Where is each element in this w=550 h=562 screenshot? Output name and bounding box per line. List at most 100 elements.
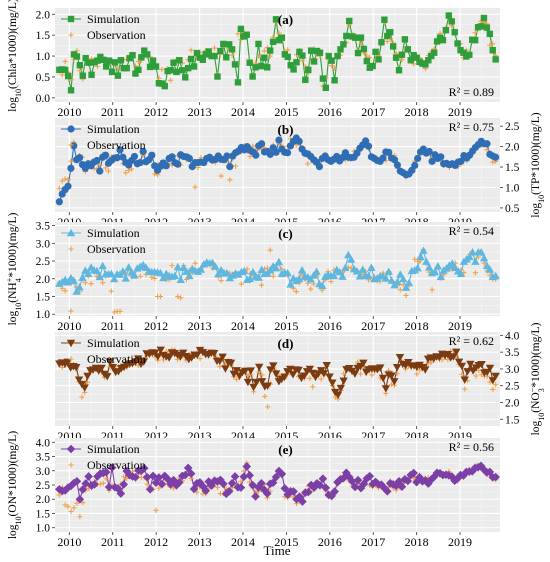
observation-point: [175, 293, 181, 300]
y-tick-label: 1.5: [36, 291, 51, 303]
simulation-point: [468, 247, 477, 256]
simulation-point: [354, 49, 362, 57]
simulation-point: [269, 362, 278, 370]
x-tick-label: 2016: [318, 105, 342, 119]
simulation-point: [173, 68, 180, 76]
x-tick-label: 2015: [274, 319, 298, 333]
observation-point: [369, 372, 375, 378]
simulation-point: [439, 36, 447, 44]
simulation-point: [384, 32, 391, 40]
simulation-point: [284, 149, 292, 157]
simulation-point: [113, 154, 121, 162]
simulation-point: [274, 466, 284, 476]
simulation-point: [257, 378, 267, 386]
simulation-point: [196, 265, 206, 273]
simulation-point: [454, 358, 464, 367]
simulation-point: [302, 76, 309, 84]
simulation-point: [102, 373, 112, 381]
simulation-point: [252, 64, 259, 71]
y-tick-label: 1.0: [36, 309, 51, 321]
simulation-point: [161, 82, 168, 90]
simulation-point: [67, 164, 75, 172]
simulation-point: [274, 257, 284, 266]
y-tick-label: 4.0: [505, 330, 520, 342]
simulation-point: [240, 367, 250, 376]
simulation-point: [346, 17, 353, 25]
simulation-point: [159, 273, 168, 282]
simulation-point: [488, 377, 498, 385]
x-tick-label: 2011: [101, 535, 125, 549]
simulation-point: [448, 18, 455, 25]
simulation-point: [232, 367, 241, 375]
simulation-point: [425, 147, 433, 156]
simulation-point: [107, 269, 116, 277]
observation-point: [192, 260, 198, 266]
observation-point: [267, 53, 273, 59]
simulation-point: [322, 362, 331, 370]
simulation-point: [319, 75, 327, 82]
y-tick-label: 0.5: [36, 72, 51, 84]
observation-point: [250, 143, 256, 149]
simulation-point: [286, 280, 295, 288]
observation-point: [169, 263, 175, 269]
simulation-point: [166, 479, 175, 489]
observation-point: [88, 281, 94, 287]
simulation-point: [328, 379, 337, 387]
simulation-point: [452, 348, 461, 357]
simulation-point: [334, 52, 341, 60]
observation-point: [68, 308, 74, 314]
observation-point: [308, 286, 314, 292]
simulation-point: [359, 479, 369, 489]
observation-point: [211, 45, 218, 51]
simulation-point: [381, 16, 388, 23]
simulation-point: [139, 463, 149, 473]
simulation-point: [142, 473, 152, 482]
observation-point: [429, 287, 435, 293]
observation-point: [394, 371, 400, 377]
legend-simulation-marker: [66, 228, 76, 237]
simulation-point: [124, 263, 133, 271]
observation-point: [77, 68, 83, 74]
simulation-point: [401, 36, 409, 43]
observation-point: [475, 254, 481, 260]
observation-point: [100, 280, 106, 286]
observation-point: [74, 500, 80, 506]
observation-point: [328, 278, 334, 285]
simulation-point: [310, 58, 318, 65]
observation-point: [79, 394, 85, 400]
panel-label: (a): [278, 12, 293, 27]
y-axis-title: log10(TP*1000)(mg/L): [530, 112, 546, 217]
simulation-point: [428, 157, 436, 165]
simulation-point: [102, 63, 110, 70]
observation-point: [62, 502, 68, 508]
simulation-point: [138, 54, 145, 61]
simulation-point: [263, 382, 272, 390]
simulation-point: [169, 475, 178, 485]
observation-point: [472, 270, 479, 276]
observation-point: [473, 373, 479, 379]
simulation-point: [428, 52, 435, 60]
simulation-point: [404, 278, 414, 287]
simulation-point: [325, 373, 334, 381]
observation-point: [80, 500, 86, 506]
simulation-point: [180, 470, 190, 480]
simulation-point: [64, 182, 72, 190]
simulation-point: [110, 274, 119, 283]
simulation-point: [445, 12, 453, 19]
observation-point: [493, 382, 499, 388]
simulation-point: [271, 370, 281, 378]
simulation-point: [132, 70, 139, 77]
simulation-point: [473, 463, 483, 472]
simulation-point: [319, 370, 329, 378]
simulation-point: [372, 48, 379, 56]
simulation-point: [360, 45, 368, 53]
x-tick-label: 2013: [188, 319, 212, 333]
simulation-point: [466, 51, 473, 58]
legend-simulation-label: Simulation: [87, 336, 140, 350]
simulation-point: [442, 26, 450, 34]
simulation-point: [409, 468, 418, 478]
observation-point: [484, 146, 490, 153]
simulation-point: [485, 364, 495, 373]
simulation-point: [457, 362, 467, 371]
simulation-point: [378, 39, 385, 46]
